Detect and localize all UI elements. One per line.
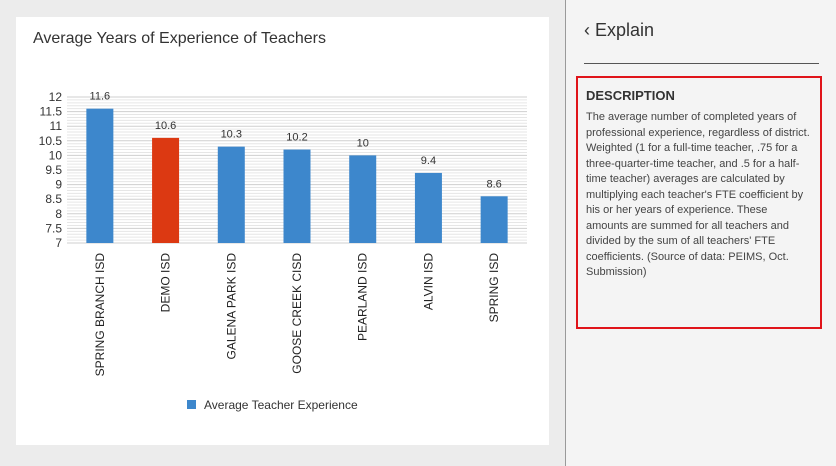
bar-galena-park-isd <box>217 146 245 243</box>
data-label: 10 <box>357 137 369 149</box>
y-tick-label: 11 <box>50 119 63 133</box>
data-label: 9.4 <box>421 155 436 167</box>
explain-panel: ‹ Explain DESCRIPTION The average number… <box>566 0 836 466</box>
y-tick-label: 12 <box>49 90 63 104</box>
bar-goose-creek-cisd <box>283 149 311 243</box>
x-category-label: SPRING ISD <box>487 253 501 323</box>
explain-divider <box>584 63 819 64</box>
bar-demo-isd <box>152 137 180 243</box>
data-label: 10.2 <box>286 132 307 144</box>
description-title: DESCRIPTION <box>586 88 675 103</box>
y-tick-label: 10 <box>49 148 63 162</box>
x-category-label: GOOSE CREEK CISD <box>290 253 304 374</box>
data-label: 10.6 <box>155 120 176 132</box>
y-tick-label: 11.5 <box>40 105 63 119</box>
bar-alvin-isd <box>414 172 442 243</box>
y-tick-label: 7 <box>55 236 62 250</box>
data-label: 8.6 <box>486 178 501 190</box>
x-category-label: GALENA PARK ISD <box>224 253 238 360</box>
y-tick-label: 10.5 <box>39 134 63 148</box>
chart-title: Average Years of Experience of Teachers <box>33 30 326 47</box>
y-tick-label: 8.5 <box>45 192 62 206</box>
explain-back-button[interactable]: ‹ Explain <box>584 20 655 40</box>
x-category-label: DEMO ISD <box>159 253 173 313</box>
description-box: DESCRIPTION The average number of comple… <box>576 76 822 329</box>
x-category-label: SPRING BRANCH ISD <box>93 253 107 377</box>
y-tick-label: 9.5 <box>45 163 62 177</box>
bar-spring-branch-isd <box>86 108 114 244</box>
legend-label: Average Teacher Experience <box>204 398 358 412</box>
y-tick-label: 7.5 <box>45 221 62 235</box>
data-label: 10.3 <box>221 129 242 141</box>
data-label: 11.6 <box>90 91 111 103</box>
description-text: The average number of completed years of… <box>586 111 810 278</box>
y-tick-label: 9 <box>55 178 62 192</box>
panel-divider <box>565 0 566 466</box>
y-tick-label: 8 <box>55 207 62 221</box>
x-category-label: ALVIN ISD <box>421 253 435 310</box>
x-category-label: PEARLAND ISD <box>356 253 370 341</box>
legend-swatch <box>187 400 196 409</box>
chart-card: Average Years of Experience of Teachers … <box>16 17 549 445</box>
bar-spring-isd <box>480 196 508 243</box>
bar-pearland-isd <box>349 155 377 243</box>
